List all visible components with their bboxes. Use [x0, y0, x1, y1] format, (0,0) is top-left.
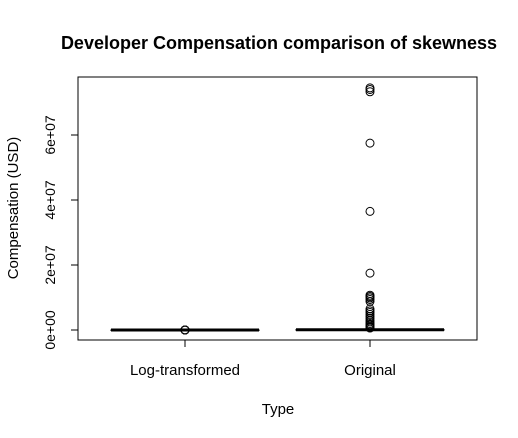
outlier-point	[180, 325, 190, 335]
y-tick-label: 4e+07	[42, 180, 58, 220]
y-axis: 0e+00 2e+07 4e+07 6e+07	[42, 115, 79, 350]
box-log-transformed	[110, 325, 260, 335]
outlier-point	[365, 85, 375, 94]
outlier-point	[365, 206, 375, 216]
outlier-point	[365, 138, 375, 148]
y-tick-label: 2e+07	[42, 245, 58, 285]
y-axis-label: Compensation (USD)	[5, 137, 22, 280]
outlier-point	[365, 87, 375, 97]
y-tick-label: 0e+00	[42, 310, 58, 350]
plot-area	[110, 83, 445, 335]
y-tick-label: 6e+07	[42, 115, 58, 155]
box-original	[295, 83, 445, 333]
x-tick-label: Log-transformed	[130, 362, 240, 379]
x-axis-label: Type	[262, 401, 295, 418]
chart-title: Developer Compensation comparison of ske…	[61, 33, 497, 53]
x-axis: Log-transformed Original	[130, 339, 396, 379]
outlier-point	[365, 323, 375, 333]
outlier-point	[365, 268, 375, 278]
plot-frame	[77, 76, 478, 341]
outlier-point	[365, 296, 375, 306]
x-tick-label: Original	[344, 362, 396, 379]
